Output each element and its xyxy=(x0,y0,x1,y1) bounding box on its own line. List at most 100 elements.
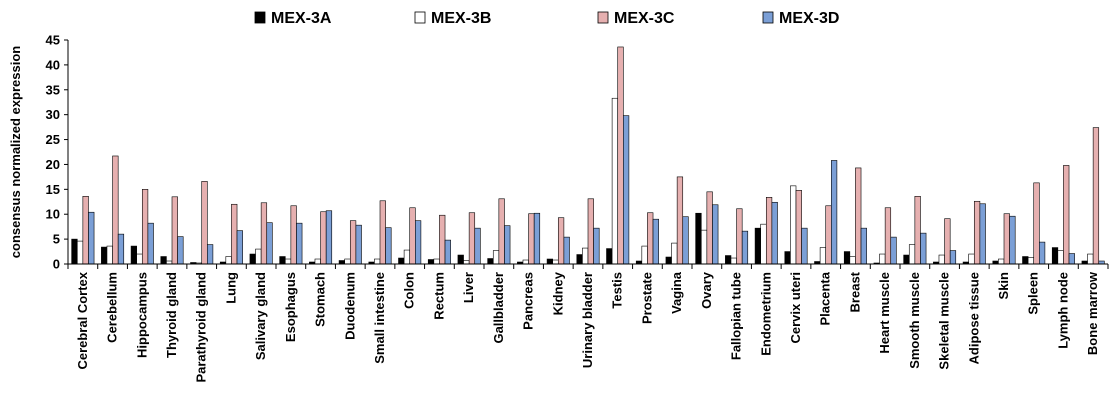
x-category-label: Breast xyxy=(847,271,862,312)
bar-mex-3a-cerebral-cortex xyxy=(71,238,78,265)
bar-mex-3c-ovary xyxy=(706,191,713,265)
x-category-label: Heart muscle xyxy=(877,272,892,354)
bar-mex-3c-colon xyxy=(409,207,416,265)
legend: MEX-3A MEX-3B MEX-3C MEX-3D xyxy=(254,10,839,27)
bar-mex-3a-spleen xyxy=(1022,256,1029,265)
x-category-label: Hippocampus xyxy=(134,272,149,358)
bar-mex-3b-urinary-bladder xyxy=(582,247,589,265)
bar-mex-3d-skin xyxy=(1009,215,1016,265)
x-category-label: Prostate xyxy=(639,272,654,324)
bar-mex-3c-thyroid-gland xyxy=(171,196,178,265)
legend-swatch-mex-3b xyxy=(414,11,426,24)
bar-mex-3a-rectum xyxy=(427,259,435,265)
x-category-label: Cerebral Cortex xyxy=(75,271,90,369)
bar-mex-3d-stomach xyxy=(325,210,333,265)
bar-mex-3b-lymph-node xyxy=(1057,250,1064,265)
bar-mex-3d-thyroid-gland xyxy=(177,236,184,265)
bar-mex-3d-colon xyxy=(415,220,422,265)
x-category-label: Parathyroid gland xyxy=(194,272,209,383)
bar-mex-3c-parathyroid-gland xyxy=(201,181,208,265)
y-axis: 0 5 10 15 20 25 30 35 40 45 xyxy=(46,33,69,272)
x-category-label: Thyroid gland xyxy=(164,272,179,358)
bar-mex-3a-colon xyxy=(398,257,405,265)
x-category-label: Skin xyxy=(996,272,1011,300)
bar-mex-3b-vagina xyxy=(671,242,678,265)
bar-mex-3d-small-intestine xyxy=(385,227,392,265)
x-category-label: Endometrium xyxy=(758,272,773,356)
legend-swatch-mex-3a xyxy=(254,11,266,24)
bar-mex-3c-cerebellum xyxy=(112,155,119,265)
bar-mex-3c-spleen xyxy=(1033,182,1040,265)
y-tick-label: 0 xyxy=(53,257,60,272)
bar-mex-3d-endometrium xyxy=(771,201,778,265)
bar-mex-3b-endometrium xyxy=(760,223,767,265)
y-tick-label: 35 xyxy=(46,82,60,97)
bar-mex-3c-salivary-gland xyxy=(260,202,268,265)
bar-mex-3d-hippocampus xyxy=(147,222,154,265)
x-category-label: Cervix uteri xyxy=(788,272,803,344)
bar-mex-3b-spleen xyxy=(1027,257,1035,265)
bar-mex-3d-pancreas xyxy=(533,212,541,265)
y-tick-label: 25 xyxy=(46,132,60,147)
bar-mex-3d-esophagus xyxy=(296,222,303,265)
x-category-label: Vagina xyxy=(669,271,684,314)
bar-mex-3b-cerebral-cortex xyxy=(76,240,84,265)
bar-mex-3c-breast xyxy=(855,167,862,265)
bar-mex-3d-rectum xyxy=(444,239,451,265)
bar-mex-3b-small-intestine xyxy=(374,258,381,265)
bar-mex-3c-urinary-bladder xyxy=(587,198,594,265)
bar-mex-3a-ovary xyxy=(695,212,702,265)
bar-mex-3d-cerebellum xyxy=(117,233,125,265)
bar-mex-3b-gallbladder xyxy=(492,250,500,265)
bar-mex-3c-smooth-muscle xyxy=(914,196,921,265)
bar-mex-3c-prostate xyxy=(647,212,654,265)
bar-mex-3c-adipose-tissue xyxy=(973,200,981,265)
bar-mex-3c-duodenum xyxy=(349,220,357,265)
bar-mex-3d-liver xyxy=(474,227,481,265)
x-category-label: Liver xyxy=(461,272,476,303)
x-category-label: Gallbladder xyxy=(491,272,506,344)
bar-mex-3b-breast xyxy=(849,256,856,265)
legend-swatch-mex-3d xyxy=(762,11,774,24)
bar-mex-3d-placenta xyxy=(831,160,838,265)
x-category-label: Pancreas xyxy=(521,272,536,330)
bar-mex-3a-smooth-muscle xyxy=(903,254,910,265)
legend-label-mex-3d: MEX-3D xyxy=(779,10,839,27)
bar-mex-3c-kidney xyxy=(557,217,565,265)
bar-mex-3b-colon xyxy=(403,249,411,265)
x-category-label: Lymph node xyxy=(1055,272,1070,349)
x-category-label: Spleen xyxy=(1026,272,1041,315)
x-category-label: Smooth muscle xyxy=(907,272,922,369)
bar-mex-3a-cerebellum xyxy=(101,246,108,265)
x-category-label: Cerebellum xyxy=(105,272,120,343)
bar-mex-3d-prostate xyxy=(652,218,659,265)
x-category-label: Ovary xyxy=(699,271,714,309)
bar-mex-3c-small-intestine xyxy=(379,200,386,265)
legend-label-mex-3a: MEX-3A xyxy=(271,10,332,27)
x-category-label: Rectum xyxy=(431,272,446,320)
bar-mex-3c-endometrium xyxy=(765,197,773,265)
bar-mex-3b-pancreas xyxy=(522,259,529,265)
bar-mex-3c-liver xyxy=(468,212,476,265)
x-category-label: Duodenum xyxy=(342,272,357,340)
bar-mex-3a-lymph-node xyxy=(1051,247,1059,265)
bar-mex-3c-esophagus xyxy=(290,205,297,265)
y-tick-label: 40 xyxy=(46,57,60,72)
bar-mex-3b-smooth-muscle xyxy=(908,244,916,265)
bar-mex-3a-thyroid-gland xyxy=(160,256,167,265)
bar-mex-3b-heart-muscle xyxy=(879,253,886,265)
x-category-label: Urinary bladder xyxy=(580,272,595,368)
bar-mex-3b-stomach xyxy=(314,258,321,265)
bar-mex-3b-skin xyxy=(998,258,1005,265)
bar-mex-3a-vagina xyxy=(665,256,672,265)
bar-mex-3b-kidney xyxy=(552,259,559,265)
bar-mex-3c-lung xyxy=(231,203,238,265)
bars xyxy=(71,46,1105,265)
y-tick-label: 10 xyxy=(46,207,60,222)
y-axis-title-group: consensus normalized expression xyxy=(8,46,23,258)
bar-mex-3d-fallopian-tube xyxy=(741,230,749,265)
bar-mex-3a-salivary-gland xyxy=(249,253,256,265)
x-category-label: Kidney xyxy=(550,271,565,315)
bar-mex-3a-testis xyxy=(606,248,613,265)
